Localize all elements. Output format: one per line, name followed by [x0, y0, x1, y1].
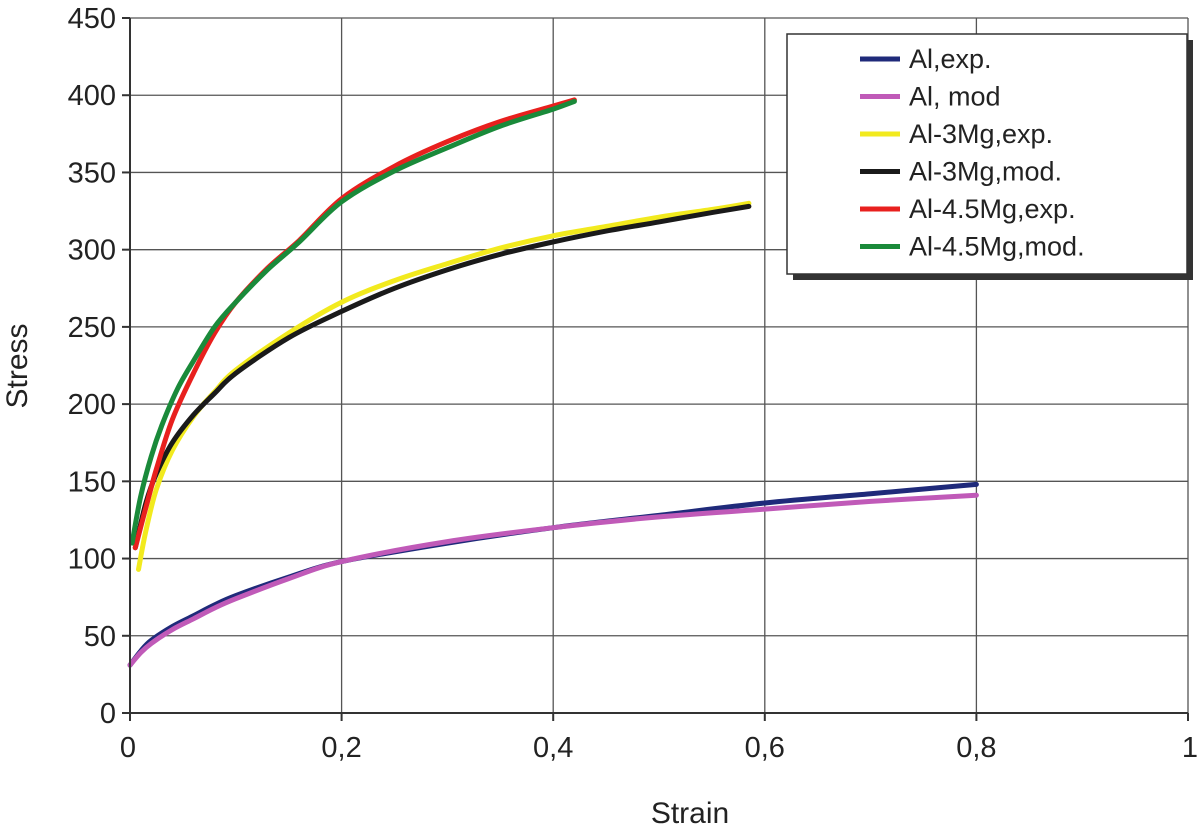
series-line-al-mod: [127, 492, 979, 668]
series-layer: [127, 97, 979, 668]
legend-label-al-3mg-mod: Al-3Mg,mod.: [909, 157, 1062, 187]
y-tick-label: 300: [68, 235, 116, 267]
legend: Al,exp. Al, mod Al-3Mg,exp. Al-3Mg,mod. Al-4…: [786, 33, 1193, 280]
y-tick-label: 50: [84, 621, 116, 653]
x-tick-label: 1: [1182, 732, 1198, 764]
series-line-al-3mg-mod: [132, 203, 752, 551]
y-tick-label: 250: [68, 312, 116, 344]
series-al-3mg-exp: [136, 200, 752, 572]
y-tick-label: 400: [68, 80, 116, 112]
series-al-mod: [127, 492, 979, 668]
legend-label-al-mod: Al, mod: [909, 82, 1001, 112]
x-axis-label: Strain: [651, 797, 729, 830]
grid: [130, 17, 1189, 713]
tick-labels: 0 50 100 150 200 250 300 350 400 450 0 0,2 0,4 0,6 0,8…: [68, 3, 1198, 764]
y-axis-label: Stress: [1, 323, 34, 408]
series-al-4-5mg-mod: [129, 98, 577, 546]
legend-label-al-4-5mg-exp: Al-4.5Mg,exp.: [909, 194, 1076, 224]
legend-label-al-exp: Al,exp.: [909, 44, 992, 74]
series-al-3mg-mod: [132, 203, 752, 551]
series-line-al-4-5mg-mod: [129, 98, 577, 546]
y-tick-label: 200: [68, 389, 116, 421]
x-tick-label: 0,2: [321, 732, 361, 764]
legend-box: [786, 33, 1188, 275]
x-tick-label: 0: [120, 732, 136, 764]
y-tick-label: 100: [68, 544, 116, 576]
x-tick-label: 0,4: [533, 732, 573, 764]
y-tick-label: 150: [68, 466, 116, 498]
legend-label-al-3mg-exp: Al-3Mg,exp.: [909, 119, 1053, 149]
x-tick-label: 0,6: [745, 732, 785, 764]
legend-label-al-4-5mg-mod: Al-4.5Mg,mod.: [909, 232, 1085, 262]
y-tick-label: 350: [68, 157, 116, 189]
x-tick-label: 0,8: [956, 732, 996, 764]
axes: [122, 17, 1189, 721]
y-tick-label: 0: [100, 698, 116, 730]
y-tick-label: 450: [68, 3, 116, 35]
series-line-al-3mg-exp: [136, 200, 752, 572]
